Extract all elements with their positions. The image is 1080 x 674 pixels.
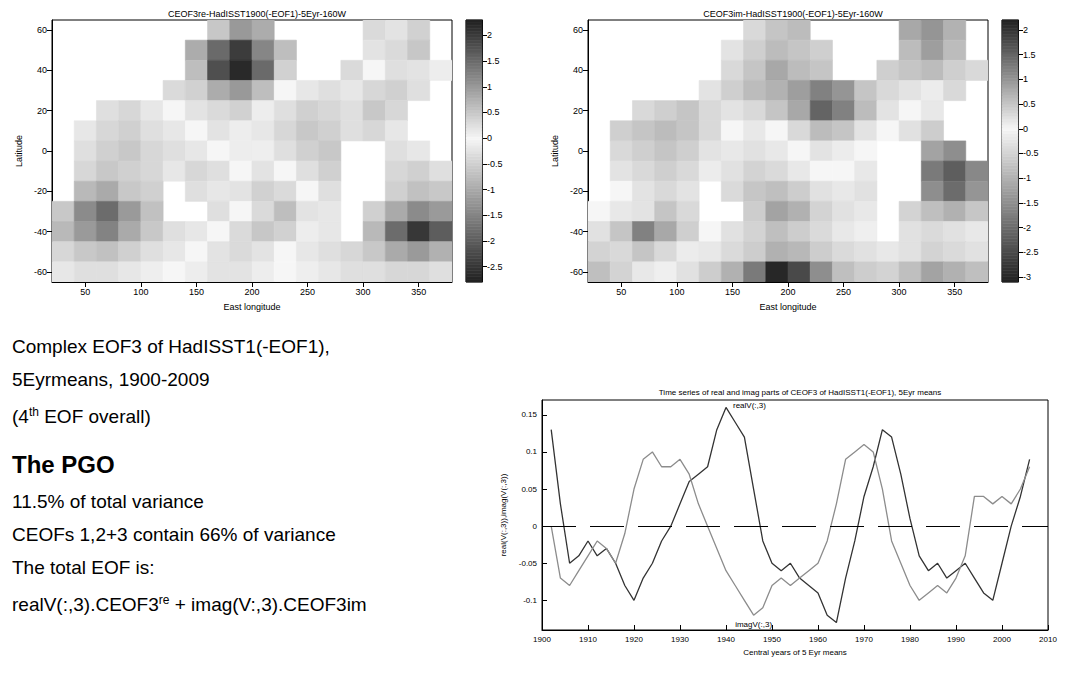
- svg-text:0.1: 0.1: [526, 447, 538, 456]
- svg-text:East longitude: East longitude: [223, 302, 280, 312]
- svg-text:0: 0: [578, 146, 583, 156]
- html-text:(4thEOF overall): (4thEOF overall): [12, 405, 151, 428]
- html-text:CEOFs 1,2+3 contain 66% of var: CEOFs 1,2+3 contain 66% of variance: [12, 524, 336, 546]
- svg-text:300: 300: [356, 287, 371, 297]
- svg-text:0.5: 0.5: [1023, 99, 1036, 109]
- svg-text:-0.05: -0.05: [519, 559, 538, 568]
- svg-text:1950: 1950: [763, 635, 781, 644]
- html-text:The total EOF is:: The total EOF is:: [12, 557, 155, 579]
- svg-text:Time series of real and imag p: Time series of real and imag parts of CE…: [659, 388, 941, 397]
- html-text:5Eyrmeans, 1900-2009: 5Eyrmeans, 1900-2009: [12, 369, 210, 390]
- html-text:realV(:,3).CEOF3re+ imag(V:,3): realV(:,3).CEOF3re+ imag(V:,3).CEOF3im: [12, 593, 367, 616]
- svg-text:2000: 2000: [993, 635, 1011, 644]
- svg-text:200: 200: [244, 287, 259, 297]
- svg-text:-20: -20: [34, 186, 47, 196]
- svg-text:-2: -2: [1023, 223, 1031, 233]
- svg-text:2: 2: [487, 30, 492, 40]
- svg-text:150: 150: [189, 287, 204, 297]
- svg-text:East longitude: East longitude: [759, 302, 816, 312]
- svg-text:imagV(:,3): imagV(:,3): [735, 620, 772, 629]
- svg-text:-0.1: -0.1: [523, 596, 537, 605]
- svg-text:Latitude: Latitude: [550, 135, 560, 167]
- svg-text:-3: -3: [1023, 272, 1031, 282]
- svg-text:-2: -2: [487, 236, 495, 246]
- svg-text:250: 250: [300, 287, 315, 297]
- svg-text:-60: -60: [34, 267, 47, 277]
- svg-text:-2.5: -2.5: [1023, 247, 1039, 257]
- svg-text:1900: 1900: [533, 635, 551, 644]
- svg-text:20: 20: [573, 106, 583, 116]
- svg-text:0: 0: [1023, 124, 1028, 134]
- svg-text:1980: 1980: [901, 635, 919, 644]
- svg-text:-1.5: -1.5: [1023, 198, 1039, 208]
- svg-text:0: 0: [42, 146, 47, 156]
- svg-text:0: 0: [533, 522, 538, 531]
- svg-text:-40: -40: [570, 227, 583, 237]
- html-text:Complex EOF3 of HadISST1(-EOF1: Complex EOF3 of HadISST1(-EOF1),: [12, 336, 330, 357]
- svg-text:50: 50: [80, 287, 90, 297]
- svg-text:0.5: 0.5: [487, 107, 500, 117]
- svg-text:150: 150: [725, 287, 740, 297]
- svg-text:-60: -60: [570, 267, 583, 277]
- svg-text:real(V(:,3)),imag(V(:,3)): real(V(:,3)),imag(V(:,3)): [499, 473, 508, 556]
- html-text:The PGO: The PGO: [12, 451, 115, 479]
- svg-text:1.5: 1.5: [1023, 50, 1036, 60]
- svg-text:1990: 1990: [947, 635, 965, 644]
- svg-text:100: 100: [669, 287, 684, 297]
- svg-text:-1: -1: [487, 185, 495, 195]
- svg-text:350: 350: [411, 287, 426, 297]
- svg-text:1920: 1920: [625, 635, 643, 644]
- svg-text:40: 40: [573, 65, 583, 75]
- svg-text:2010: 2010: [1039, 635, 1057, 644]
- svg-text:20: 20: [37, 106, 47, 116]
- svg-text:-0.5: -0.5: [1023, 148, 1039, 158]
- svg-text:Latitude: Latitude: [14, 135, 24, 167]
- svg-text:Central years of 5 Eyr means: Central years of 5 Eyr means: [743, 648, 847, 657]
- svg-text:1960: 1960: [809, 635, 827, 644]
- html-text:11.5% of total variance: 11.5% of total variance: [12, 491, 204, 513]
- svg-text:2: 2: [1023, 25, 1028, 35]
- svg-text:60: 60: [573, 25, 583, 35]
- svg-text:200: 200: [780, 287, 795, 297]
- svg-text:60: 60: [37, 25, 47, 35]
- svg-text:-20: -20: [570, 186, 583, 196]
- svg-text:1970: 1970: [855, 635, 873, 644]
- svg-text:-0.5: -0.5: [487, 159, 503, 169]
- svg-text:250: 250: [836, 287, 851, 297]
- svg-text:0: 0: [487, 133, 492, 143]
- svg-text:CEOF3re-HadISST1900(-EOF1)-5Ey: CEOF3re-HadISST1900(-EOF1)-5Eyr-160W: [168, 9, 347, 19]
- svg-text:1: 1: [487, 82, 492, 92]
- svg-text:-1: -1: [1023, 173, 1031, 183]
- svg-text:1.5: 1.5: [487, 56, 500, 66]
- svg-text:CEOF3im-HadISST1900(-EOF1)-5Ey: CEOF3im-HadISST1900(-EOF1)-5Eyr-160W: [703, 9, 883, 19]
- svg-text:350: 350: [947, 287, 962, 297]
- svg-text:300: 300: [892, 287, 907, 297]
- svg-text:-40: -40: [34, 227, 47, 237]
- svg-text:40: 40: [37, 65, 47, 75]
- svg-text:-1.5: -1.5: [487, 210, 503, 220]
- svg-text:realV(:,3): realV(:,3): [733, 401, 766, 410]
- svg-text:1930: 1930: [671, 635, 689, 644]
- svg-text:0.05: 0.05: [521, 485, 537, 494]
- svg-text:1910: 1910: [579, 635, 597, 644]
- svg-text:1940: 1940: [717, 635, 735, 644]
- svg-text:100: 100: [133, 287, 148, 297]
- svg-text:-2.5: -2.5: [487, 262, 503, 272]
- svg-text:0.15: 0.15: [521, 410, 537, 419]
- svg-text:1: 1: [1023, 74, 1028, 84]
- svg-text:50: 50: [616, 287, 626, 297]
